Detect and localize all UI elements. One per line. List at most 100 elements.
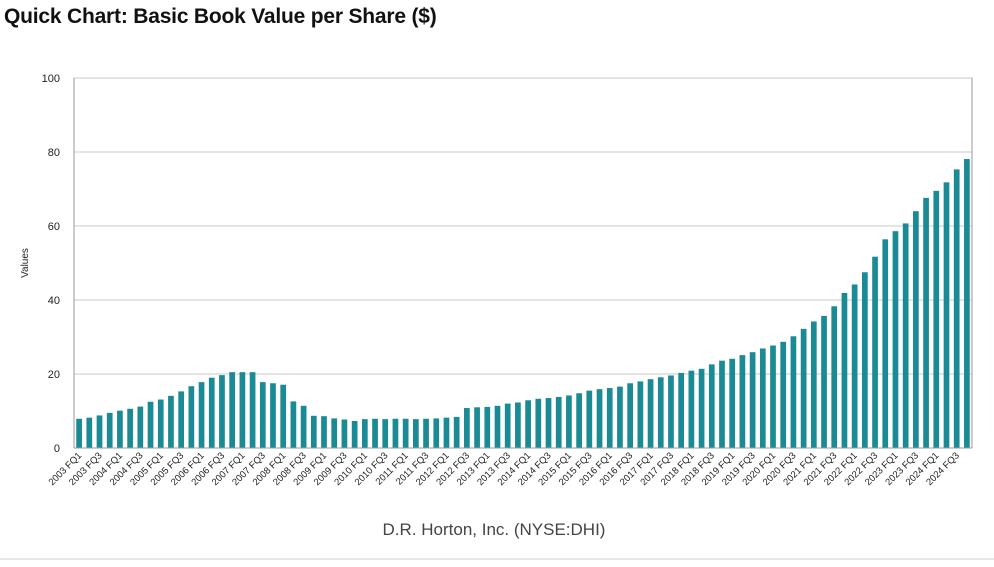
bar xyxy=(953,169,960,448)
bar xyxy=(474,407,480,448)
bar xyxy=(198,382,205,448)
bar xyxy=(443,417,450,448)
bar xyxy=(647,379,654,448)
bar xyxy=(933,190,940,448)
bar xyxy=(321,416,327,448)
bar xyxy=(800,328,807,448)
chart-caption: D.R. Horton, Inc. (NYSE:DHI) xyxy=(383,520,606,539)
bar xyxy=(208,377,215,448)
bar xyxy=(392,418,399,448)
y-tick-label: 40 xyxy=(48,295,60,307)
bar xyxy=(280,384,287,448)
bar xyxy=(943,182,950,448)
bar xyxy=(566,395,572,448)
bar xyxy=(96,415,103,448)
bar xyxy=(525,400,531,448)
y-tick-label: 60 xyxy=(48,221,60,233)
bar xyxy=(168,395,174,448)
bar xyxy=(504,403,511,448)
bar xyxy=(586,390,593,448)
bar xyxy=(596,389,603,448)
bar xyxy=(759,348,766,448)
bar xyxy=(423,418,429,448)
bar xyxy=(300,405,307,448)
y-tick-label: 80 xyxy=(48,147,60,159)
bar xyxy=(239,372,246,448)
bars xyxy=(76,159,970,448)
bar xyxy=(698,368,705,448)
bar xyxy=(902,223,909,448)
bar xyxy=(637,381,644,448)
bar xyxy=(617,386,623,448)
bar xyxy=(178,391,184,448)
bar xyxy=(821,315,827,448)
bar xyxy=(872,256,878,448)
bar xyxy=(351,420,358,448)
bar xyxy=(76,418,82,448)
bar xyxy=(964,159,970,448)
bar xyxy=(831,306,838,448)
bar xyxy=(106,412,113,448)
y-tick-label: 0 xyxy=(54,443,60,455)
bar xyxy=(892,231,899,448)
bar xyxy=(851,284,858,448)
bar xyxy=(361,419,368,448)
bar xyxy=(157,399,164,448)
bar xyxy=(372,418,378,448)
bar xyxy=(515,402,521,448)
bar xyxy=(780,341,787,448)
y-axis-label: Values xyxy=(20,248,31,278)
bar xyxy=(453,416,460,448)
bar xyxy=(382,419,389,448)
bar xyxy=(606,388,613,448)
bar xyxy=(555,396,562,448)
bar xyxy=(127,408,133,448)
bar xyxy=(433,418,440,448)
bar xyxy=(708,364,715,448)
bar xyxy=(494,405,501,448)
bar xyxy=(341,419,348,448)
bar xyxy=(841,292,848,448)
bar xyxy=(402,418,409,448)
bar xyxy=(576,393,582,448)
y-tick-labels: 0 20 40 60 80 100 xyxy=(42,73,60,455)
bar xyxy=(668,375,674,448)
bar xyxy=(770,345,776,448)
bar xyxy=(749,352,756,448)
bar xyxy=(259,382,266,448)
bar xyxy=(249,372,256,448)
bar xyxy=(464,408,470,448)
bar xyxy=(678,372,685,448)
bar xyxy=(86,417,93,448)
bar xyxy=(147,401,154,448)
bar xyxy=(627,383,633,448)
axes xyxy=(73,78,973,449)
bar xyxy=(729,358,736,448)
bar xyxy=(810,321,817,448)
bar xyxy=(790,336,797,448)
bar xyxy=(739,355,746,448)
bar xyxy=(310,415,317,448)
bar xyxy=(290,401,297,448)
bar xyxy=(137,406,144,448)
bar xyxy=(719,360,725,448)
bar xyxy=(219,375,225,448)
bar xyxy=(688,370,695,448)
bar xyxy=(229,372,236,448)
bar xyxy=(413,419,419,448)
grid-lines xyxy=(74,77,972,375)
y-tick-label: 20 xyxy=(48,369,60,381)
bar xyxy=(882,239,889,448)
bar xyxy=(923,197,929,448)
bar xyxy=(188,386,195,448)
bar xyxy=(331,418,338,448)
bar xyxy=(270,383,276,448)
y-tick-label: 100 xyxy=(42,73,60,85)
bar xyxy=(484,406,491,448)
bar xyxy=(657,377,664,448)
bar xyxy=(913,211,919,448)
bar xyxy=(545,398,552,448)
bar xyxy=(862,272,868,448)
chart-title: Quick Chart: Basic Book Value per Share … xyxy=(4,5,437,28)
